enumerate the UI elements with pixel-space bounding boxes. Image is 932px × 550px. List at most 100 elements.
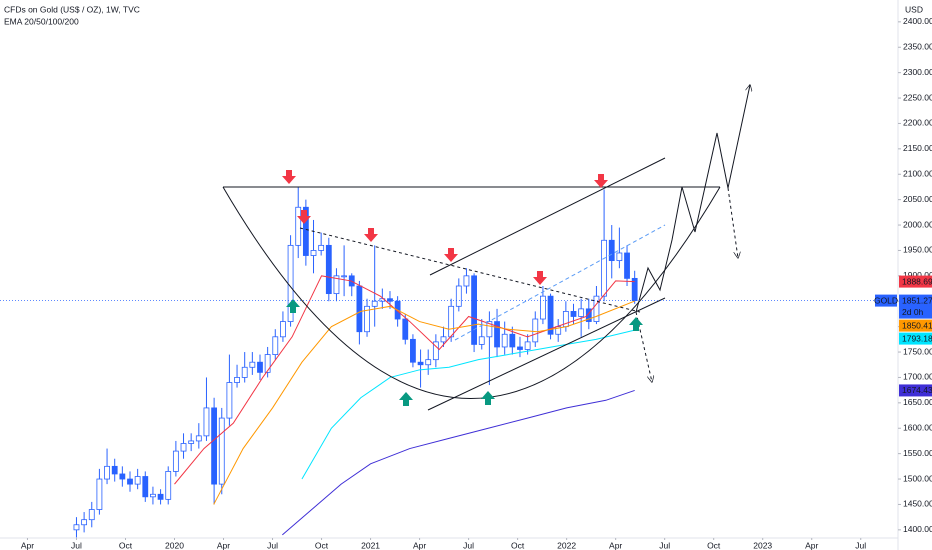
candle-body — [356, 285, 363, 333]
candle-body — [601, 239, 607, 297]
candle-body — [616, 252, 623, 262]
price-tag — [899, 384, 932, 397]
y-tick-label: 2100.00 — [903, 168, 932, 178]
candle-body — [280, 321, 286, 338]
candle-body — [165, 471, 172, 500]
candle-body — [471, 275, 477, 345]
candle-body — [203, 407, 210, 437]
ema-line — [174, 275, 635, 485]
candle-body — [104, 465, 110, 480]
candle-body — [134, 476, 141, 485]
candle-body — [448, 305, 455, 338]
y-tick-label: 2400.00 — [903, 16, 932, 26]
projection-up — [635, 85, 750, 313]
candle-body — [195, 435, 202, 442]
y-tick-label: 2050.00 — [903, 194, 932, 204]
candle-body — [241, 366, 248, 378]
price-tag — [899, 332, 932, 345]
price-tag — [899, 275, 932, 288]
candle-body — [578, 308, 585, 317]
sell-arrows — [282, 170, 608, 285]
candle-body — [532, 318, 539, 343]
candle-body — [540, 295, 546, 320]
candle-body — [172, 450, 179, 472]
candle-body — [547, 295, 554, 335]
x-tick-label: Jul — [659, 540, 670, 550]
y-tick-label: 1400.00 — [903, 524, 932, 534]
y-tick-label: 1450.00 — [903, 499, 932, 509]
y-tick-label: 1550.00 — [903, 448, 932, 458]
indicator-label: EMA 20/50/100/200 — [4, 16, 79, 26]
x-tick-label: Jul — [267, 540, 278, 550]
candle-body — [517, 346, 523, 350]
candle-body — [96, 478, 103, 510]
x-tick-label: Apr — [217, 540, 230, 550]
annotations — [222, 85, 750, 411]
x-tick-label: Apr — [609, 540, 622, 550]
candle-body — [631, 277, 638, 301]
x-tick-label: Oct — [315, 540, 329, 550]
candle-body — [127, 478, 133, 485]
candle-body — [410, 338, 416, 363]
candle-body — [218, 417, 225, 485]
x-tick-label: 2021 — [361, 540, 380, 550]
plot-area — [73, 186, 638, 538]
x-tick-label: 2022 — [557, 540, 576, 550]
candle-body — [318, 244, 325, 251]
candle-body — [257, 361, 263, 373]
cup-curve — [222, 186, 721, 399]
price-tag-label: 1851.27 — [902, 295, 932, 305]
downtrend-dashed — [299, 227, 641, 313]
candle-body — [88, 509, 95, 521]
candle-body — [570, 311, 577, 317]
candle-body — [157, 493, 164, 500]
candle-body — [455, 285, 462, 307]
y-tick-label: 1750.00 — [903, 346, 932, 356]
y-tick-label: 1700.00 — [903, 372, 932, 382]
x-tick-label: 2023 — [753, 540, 772, 550]
y-tick-label: 1950.00 — [903, 245, 932, 255]
channel-top — [429, 157, 666, 276]
candle-body — [310, 250, 317, 256]
y-tick-label: 2350.00 — [903, 41, 932, 51]
y-tick-label: 2000.00 — [903, 219, 932, 229]
price-tag-label: 1674.43 — [902, 385, 932, 395]
candle-body — [402, 318, 409, 340]
midline-dashed — [454, 224, 666, 341]
down-arrow — [594, 174, 608, 188]
candle-body — [425, 359, 432, 366]
up-arrow — [629, 317, 643, 331]
candle-body — [142, 476, 149, 498]
y-tick-label: 2250.00 — [903, 92, 932, 102]
y-tick-label: 1900.00 — [903, 270, 932, 280]
candle-body — [73, 524, 80, 531]
candle-body — [234, 377, 240, 383]
candle-body — [585, 308, 592, 322]
y-tick-label: 2300.00 — [903, 67, 932, 77]
down-arrow — [444, 248, 458, 262]
down-arrow — [282, 170, 296, 184]
candle-body — [486, 321, 493, 338]
candle-body — [624, 252, 630, 279]
x-tick-label: Apr — [21, 540, 34, 550]
y-tick-label: 1600.00 — [903, 422, 932, 432]
x-tick-label: Jul — [71, 540, 82, 550]
candle-body — [226, 382, 233, 419]
price-tag-label: 1793.18 — [902, 333, 932, 343]
y-tick-label: 2150.00 — [903, 143, 932, 153]
chart-title: CFDs on Gold (US$ / OZ), 1W, TVC — [4, 4, 140, 14]
currency-label: USD — [905, 4, 923, 14]
candle-body — [81, 519, 88, 526]
up-arrow — [286, 299, 300, 313]
candle-body — [608, 239, 615, 262]
candle-body — [593, 295, 600, 322]
x-tick-label: Apr — [805, 540, 818, 550]
candle-body — [211, 407, 218, 485]
channel-bottom — [427, 297, 666, 411]
down-arrow — [364, 228, 378, 242]
symbol-tag — [875, 294, 897, 307]
down-arrow — [533, 271, 547, 285]
candle-body — [478, 336, 485, 345]
up-arrow — [399, 392, 413, 406]
